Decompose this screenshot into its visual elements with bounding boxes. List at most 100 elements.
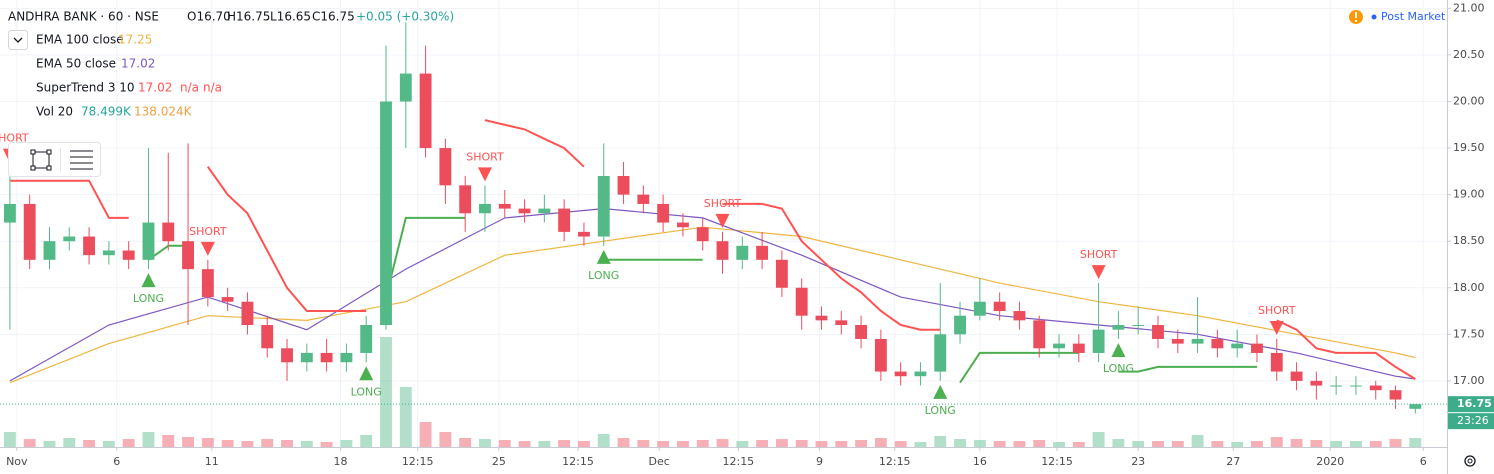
y-tick-label: 18.00 — [1453, 281, 1485, 294]
volume-bar — [1033, 440, 1046, 447]
volume-bar — [83, 440, 96, 447]
candle-body — [1409, 404, 1422, 409]
long-arrow — [359, 366, 374, 381]
candle-body — [300, 352, 313, 363]
legend-value: 17.25 — [118, 33, 152, 47]
volume-bar — [3, 432, 16, 447]
candle-body — [855, 325, 868, 339]
signal-label: SHORT — [189, 225, 227, 238]
candle-body — [1072, 343, 1085, 353]
candle-body — [1290, 371, 1303, 381]
volume-bar — [657, 441, 670, 447]
candle-body — [775, 259, 788, 288]
volume-bar — [1369, 441, 1382, 447]
handle — [30, 149, 36, 155]
x-tick-label: 16 — [973, 455, 987, 468]
signal-label: SHORT — [1258, 304, 1296, 317]
status-dot — [1371, 14, 1377, 20]
settings-tool[interactable] — [70, 150, 93, 170]
volume-bar — [954, 439, 966, 447]
candle-body — [716, 241, 729, 260]
handle — [46, 149, 52, 155]
signal-label: LONG — [588, 269, 619, 282]
candle-body — [1369, 385, 1382, 391]
countdown-badge — [1448, 413, 1494, 430]
candle-body — [261, 325, 274, 349]
ohlc-high: H16.75 — [227, 10, 270, 24]
legend-value: n/a — [180, 81, 199, 95]
volume-bar — [399, 387, 412, 447]
volume-bar — [1013, 441, 1026, 447]
volume-bar — [43, 441, 56, 447]
legend-label: EMA 100 close — [36, 33, 124, 47]
rectangle-tool[interactable] — [30, 149, 52, 171]
toolbar-frame — [8, 142, 101, 177]
candle-body — [142, 222, 155, 260]
signal-label: SHORT — [1080, 248, 1118, 261]
volume-bar — [894, 441, 907, 447]
candle-body — [63, 236, 76, 242]
volume-bar — [578, 441, 590, 447]
candle-body — [1330, 385, 1343, 387]
candle-body — [914, 371, 927, 377]
signal-label: SHORT — [0, 132, 29, 145]
candle-body — [756, 245, 769, 260]
settings-gear[interactable] — [1464, 455, 1476, 467]
volume-bar — [558, 440, 571, 447]
candle-body — [162, 222, 175, 242]
candle-body — [795, 287, 808, 316]
candle-body — [1171, 338, 1184, 344]
x-tick-label: 27 — [1226, 455, 1240, 468]
handle — [30, 165, 36, 171]
volume-bar — [320, 442, 333, 447]
legend-value: 138.024K — [134, 105, 193, 119]
volume-bar — [162, 435, 175, 447]
volume-bar — [1290, 439, 1303, 447]
session-label: Post Market — [1381, 10, 1446, 23]
volume-bar — [815, 441, 828, 447]
volume-bar — [23, 439, 36, 447]
candle-body — [736, 245, 749, 260]
x-tick-label: Nov — [6, 455, 28, 468]
candle-body — [3, 203, 16, 223]
x-tick-label: 23 — [1131, 455, 1145, 468]
warning-mark — [1355, 20, 1357, 22]
candle-body — [360, 325, 373, 353]
handle — [46, 165, 52, 171]
volume-bar — [696, 440, 709, 447]
y-tick-label: 20.00 — [1453, 95, 1485, 108]
long-arrow — [1111, 342, 1126, 357]
legend: EMA 100 close 17.25 EMA 50 close 17.02 S… — [8, 30, 222, 119]
candle-body — [1270, 352, 1283, 372]
candle-body — [1092, 329, 1105, 353]
x-tick-label: 12:15 — [722, 455, 754, 468]
volume-bar — [201, 438, 214, 447]
legend-value: n/a — [203, 81, 222, 95]
candle-body — [498, 203, 511, 209]
candle-body — [201, 269, 214, 298]
volume-bar — [637, 440, 650, 447]
candle-body — [894, 371, 907, 377]
gear-hub — [1467, 458, 1473, 464]
supertrend-down — [9, 119, 1416, 380]
x-tick-label: 12:15 — [1041, 455, 1073, 468]
candle-body — [1033, 320, 1046, 349]
candle-body — [1251, 343, 1263, 353]
volume-bar — [360, 435, 373, 447]
volume-bar — [775, 439, 788, 447]
volume-bar — [538, 441, 551, 447]
signal-label: LONG — [1103, 362, 1134, 375]
candle-body — [459, 185, 472, 214]
volume-bar — [380, 337, 392, 447]
volume-bar — [1171, 441, 1184, 447]
candle-body — [102, 250, 115, 256]
candle-body — [1310, 380, 1323, 386]
header: ANDHRA BANK · 60 · NSE O16.70 H16.75 L16… — [8, 10, 454, 24]
collapse-button[interactable] — [8, 30, 28, 50]
x-tick-label: 6 — [113, 455, 120, 468]
volume-bar — [142, 432, 155, 447]
candle-body — [1152, 325, 1164, 339]
legend-value: 17.02 — [138, 81, 172, 95]
short-arrow — [477, 167, 492, 182]
y-tick-label: 17.00 — [1453, 374, 1485, 387]
